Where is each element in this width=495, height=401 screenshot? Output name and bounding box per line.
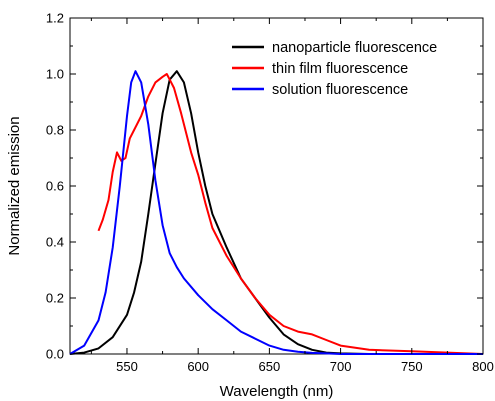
y-tick-label: 0.0 — [46, 347, 64, 362]
x-axis: 550 600 650 700 750 800 — [90, 18, 494, 374]
x-tick-label: 800 — [472, 359, 494, 374]
y-axis: 0.0 0.2 0.4 0.6 0.8 1.0 1.2 — [46, 11, 483, 362]
legend-label: nanoparticle fluorescence — [272, 40, 437, 56]
y-tick-label: 0.8 — [46, 123, 64, 138]
y-tick-label: 0.4 — [46, 235, 64, 250]
x-tick-label: 750 — [401, 359, 423, 374]
x-tick-label: 650 — [259, 359, 281, 374]
legend: nanoparticle fluorescence thin film fluor… — [232, 40, 437, 98]
y-tick-label: 1.0 — [46, 67, 64, 82]
series-line-1 — [97, 73, 484, 355]
x-tick-label: 700 — [330, 359, 352, 374]
y-tick-label: 0.6 — [46, 179, 64, 194]
x-tick-label: 600 — [187, 359, 209, 374]
series-line-0 — [69, 70, 483, 355]
x-axis-title: Wavelength (nm) — [220, 383, 334, 400]
y-axis-title: Normalized emission — [6, 116, 23, 255]
x-tick-label: 550 — [116, 359, 138, 374]
legend-label: solution fluorescence — [272, 82, 408, 98]
series-line-2 — [69, 70, 483, 355]
y-tick-label: 0.2 — [46, 291, 64, 306]
legend-label: thin film fluorescence — [272, 61, 408, 77]
y-tick-label: 1.2 — [46, 11, 64, 26]
series-layer — [69, 70, 484, 355]
